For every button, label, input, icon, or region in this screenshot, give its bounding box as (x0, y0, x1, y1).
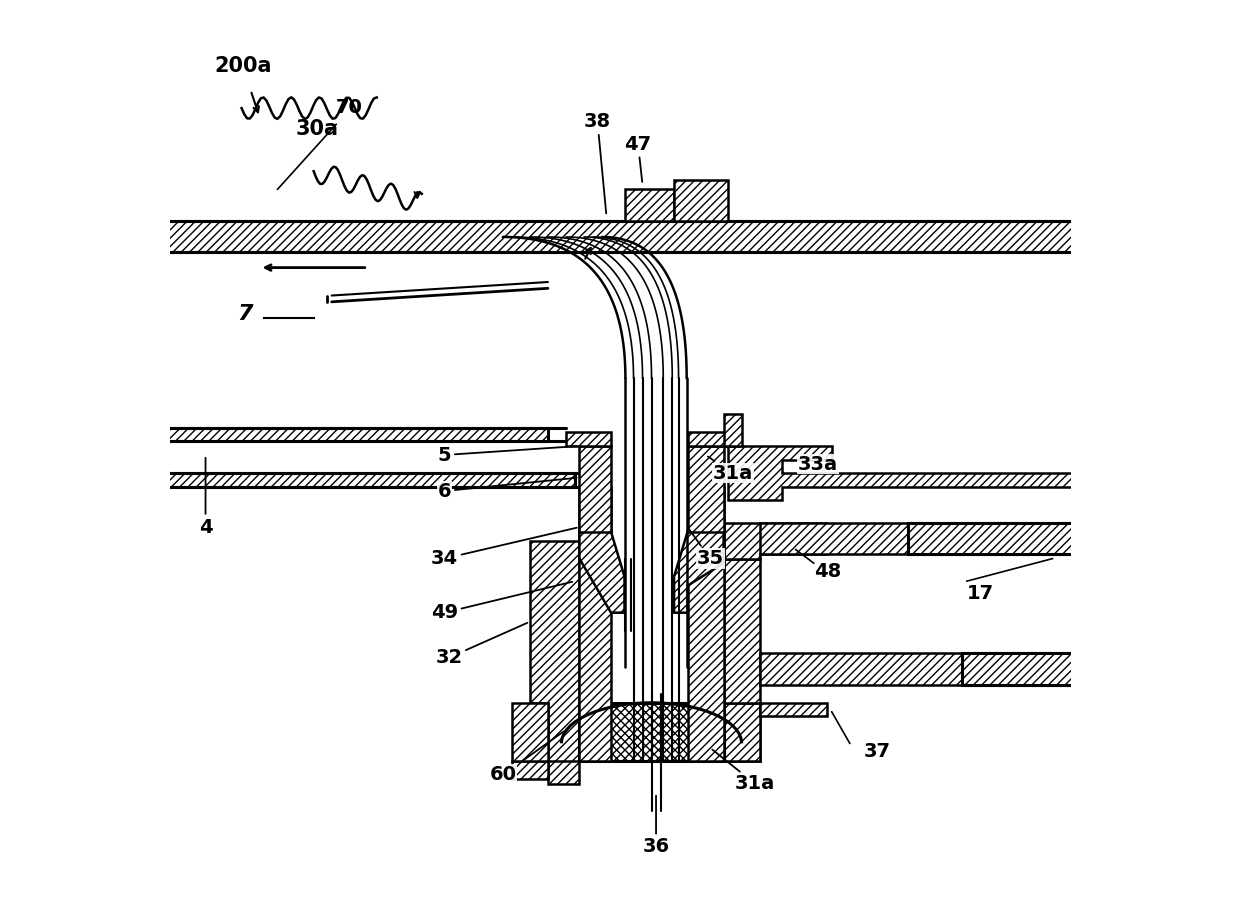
Text: 30a: 30a (295, 119, 339, 139)
Polygon shape (687, 432, 733, 446)
Bar (151, 221, 1106, 252)
Text: 36: 36 (642, 796, 670, 857)
Polygon shape (728, 446, 1089, 500)
Text: 31a: 31a (708, 457, 753, 483)
Polygon shape (579, 532, 625, 613)
Polygon shape (724, 559, 760, 703)
Polygon shape (512, 761, 548, 779)
Bar (151, 428, 548, 441)
Polygon shape (724, 414, 742, 446)
Polygon shape (724, 703, 760, 761)
Polygon shape (625, 189, 675, 221)
Polygon shape (687, 487, 724, 761)
Polygon shape (548, 703, 579, 784)
Text: 34: 34 (430, 528, 577, 569)
Polygon shape (687, 446, 724, 532)
Polygon shape (760, 703, 827, 716)
Text: 37: 37 (863, 742, 890, 760)
Bar (151, 473, 575, 487)
Text: 38: 38 (584, 112, 611, 214)
Polygon shape (724, 523, 827, 559)
Text: 17: 17 (967, 584, 994, 603)
Polygon shape (565, 432, 611, 446)
Polygon shape (675, 180, 728, 221)
Text: 6: 6 (438, 478, 577, 501)
Text: 31a: 31a (712, 750, 775, 794)
Polygon shape (724, 703, 760, 761)
Text: 32: 32 (435, 623, 527, 668)
Polygon shape (512, 703, 548, 761)
Text: 7: 7 (237, 304, 253, 323)
Text: 48: 48 (813, 561, 841, 580)
Text: 49: 49 (430, 582, 572, 623)
Polygon shape (579, 703, 724, 761)
Bar (151, 221, 1106, 252)
Polygon shape (760, 653, 962, 685)
Text: 47: 47 (625, 134, 651, 182)
Bar (909, 523, 1089, 554)
Text: 60: 60 (490, 732, 564, 785)
Text: 33a: 33a (799, 454, 838, 474)
Polygon shape (760, 523, 909, 554)
Polygon shape (579, 487, 611, 761)
Text: 35: 35 (689, 530, 724, 569)
Bar (962, 653, 1089, 685)
Bar (962, 653, 1089, 685)
Bar (151, 428, 548, 441)
Text: 70: 70 (336, 97, 363, 116)
Polygon shape (579, 446, 611, 532)
Polygon shape (675, 532, 724, 613)
Text: 5: 5 (438, 445, 577, 465)
Text: 4: 4 (198, 458, 212, 537)
Bar (151, 473, 575, 487)
Bar (909, 523, 1089, 554)
Polygon shape (529, 541, 579, 761)
Text: 200a: 200a (215, 56, 272, 76)
